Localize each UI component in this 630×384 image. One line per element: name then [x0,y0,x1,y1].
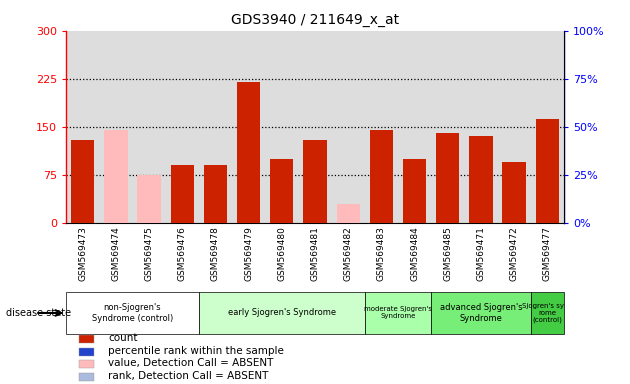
Bar [436,133,459,223]
Bar [370,130,393,223]
Text: value, Detection Call = ABSENT: value, Detection Call = ABSENT [108,358,274,368]
Text: GSM569483: GSM569483 [377,226,386,281]
Bar [199,292,365,334]
Title: GDS3940 / 211649_x_at: GDS3940 / 211649_x_at [231,13,399,27]
Text: count: count [108,333,138,343]
Bar [304,139,326,223]
Bar [336,204,360,223]
Bar [365,292,431,334]
Text: GSM569478: GSM569478 [211,226,220,281]
Bar [79,348,93,356]
Bar [137,175,161,223]
Bar [79,372,93,381]
Bar [105,130,127,223]
Text: percentile rank within the sample: percentile rank within the sample [108,346,284,356]
Text: advanced Sjogren's
Syndrome: advanced Sjogren's Syndrome [440,303,522,323]
Bar [403,159,426,223]
Bar [503,162,525,223]
Bar [71,139,94,223]
Text: GSM569474: GSM569474 [112,226,120,281]
Bar [536,119,559,223]
Bar [530,292,564,334]
Text: GSM569484: GSM569484 [410,226,419,281]
Bar [431,292,530,334]
Text: GSM569485: GSM569485 [444,226,452,281]
Text: moderate Sjogren's
Syndrome: moderate Sjogren's Syndrome [364,306,432,319]
Bar [171,165,194,223]
Bar [469,136,493,223]
Text: GSM569475: GSM569475 [145,226,154,281]
Text: disease state: disease state [6,308,71,318]
Text: GSM569477: GSM569477 [543,226,552,281]
Text: GSM569481: GSM569481 [311,226,319,281]
Text: early Sjogren's Syndrome: early Sjogren's Syndrome [228,308,336,318]
Bar [79,360,93,368]
Text: rank, Detection Call = ABSENT: rank, Detection Call = ABSENT [108,371,269,381]
Text: GSM569471: GSM569471 [476,226,485,281]
Text: GSM569480: GSM569480 [277,226,286,281]
Text: non-Sjogren's
Syndrome (control): non-Sjogren's Syndrome (control) [92,303,173,323]
Bar [79,335,93,343]
Text: GSM569482: GSM569482 [344,226,353,281]
Bar [237,82,260,223]
Text: GSM569472: GSM569472 [510,226,518,281]
Bar [270,159,294,223]
Text: GSM569473: GSM569473 [78,226,87,281]
Bar [204,165,227,223]
Text: GSM569479: GSM569479 [244,226,253,281]
Bar [66,292,199,334]
Text: GSM569476: GSM569476 [178,226,186,281]
Text: Sjogren's synd
rome
(control): Sjogren's synd rome (control) [522,303,573,323]
